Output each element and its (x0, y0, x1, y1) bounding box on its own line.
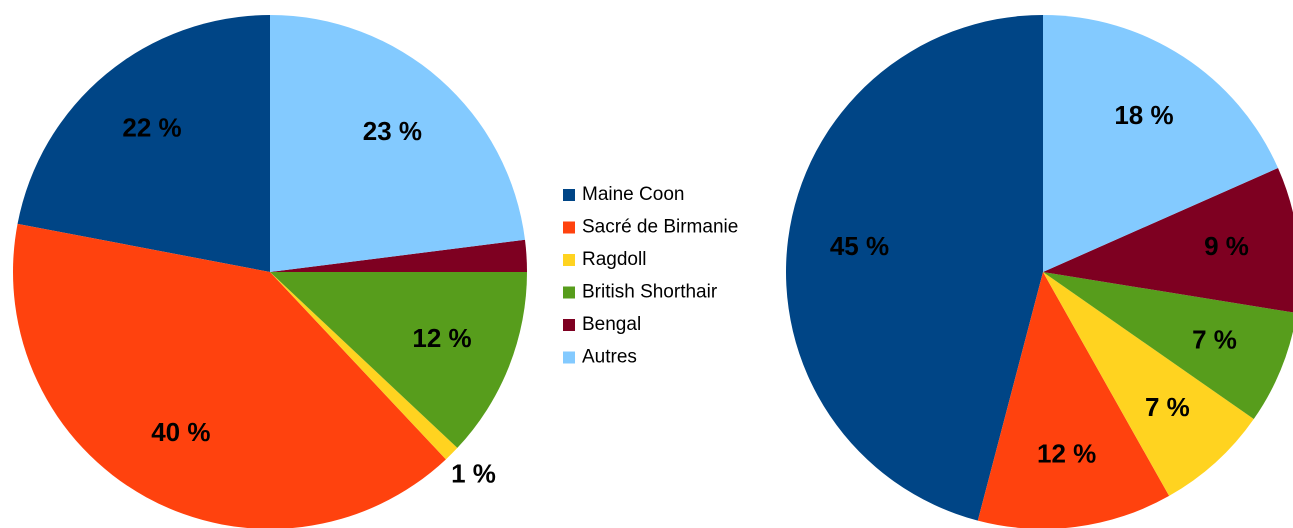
pie-slice (1043, 167, 1293, 313)
legend-label: Bengal (582, 314, 641, 335)
pie-slice (1043, 15, 1279, 272)
slice-label: 7 % (1145, 392, 1190, 422)
legend-label: Sacré de Birmanie (582, 217, 738, 238)
pie-slice (270, 272, 458, 460)
slice-label: 1 % (451, 458, 496, 488)
slice-label: 12 % (1037, 438, 1096, 468)
slice-label: 40 % (151, 417, 210, 447)
slice-label: 9 % (1204, 231, 1249, 261)
legend-label: Maine Coon (582, 184, 684, 205)
slice-label: 45 % (830, 231, 889, 261)
pie-slice (17, 15, 270, 272)
legend-swatch (563, 221, 575, 234)
legend-label: Ragdoll (582, 249, 646, 270)
legend-label: British Shorthair (582, 282, 718, 303)
pie-slice (977, 272, 1170, 528)
pie-slice (270, 272, 527, 448)
pie-slice (270, 15, 525, 272)
slice-label: 22 % (122, 112, 181, 142)
slice-label: 7 % (1192, 324, 1237, 354)
pie-slice (13, 223, 446, 528)
legend-swatch (563, 189, 575, 201)
legend-label: Autres (582, 347, 637, 368)
pie-slice (270, 239, 527, 272)
pie-slice (785, 15, 1043, 521)
legend-swatch (563, 254, 575, 266)
legend-swatch (563, 286, 575, 299)
slice-label: 23 % (363, 116, 422, 146)
slice-label: 12 % (412, 323, 471, 353)
slice-label: 18 % (1114, 100, 1173, 130)
legend-swatch (563, 351, 575, 364)
legend-swatch (563, 319, 575, 331)
pie-slice (1043, 272, 1254, 496)
pie-slice (1043, 272, 1293, 420)
